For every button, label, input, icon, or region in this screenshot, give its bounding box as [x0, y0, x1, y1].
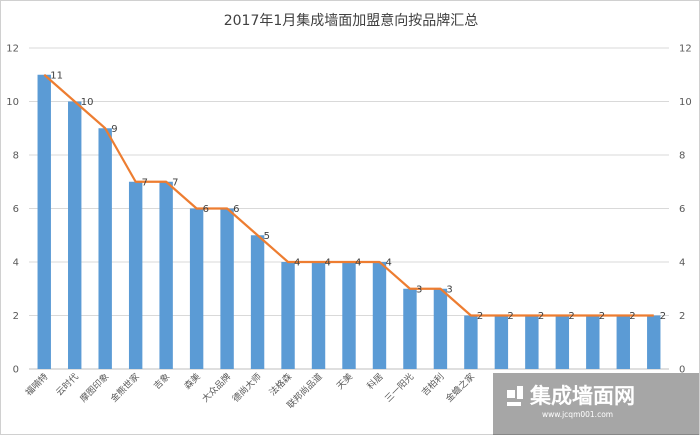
y-tick-label-left: 12 [6, 44, 19, 55]
data-label: 5 [264, 231, 270, 242]
data-label: 4 [385, 258, 391, 269]
data-label: 6 [203, 204, 209, 215]
y-tick-label-right: 8 [679, 151, 685, 162]
y-axis-right: 0 2 4 6 8 10 12 [679, 44, 692, 376]
watermark-brand: 集成墙面网 [529, 384, 635, 408]
y-tick-label-left: 8 [13, 151, 19, 162]
bar [616, 315, 630, 369]
x-category-label: 天美 [334, 371, 355, 392]
line-series [43, 73, 654, 317]
data-label: 2 [599, 311, 605, 322]
watermark: 集成墙面网 www.jcqm001.com [493, 373, 699, 435]
x-category-label: 法格森 [267, 371, 295, 399]
data-labels: 11 10 9 7 7 6 6 5 4 4 4 4 3 3 2 2 2 2 2 2 2 [50, 70, 666, 322]
bar [555, 315, 570, 369]
trend-line [43, 73, 654, 317]
y-tick-label-right: 6 [679, 204, 685, 215]
bar [220, 208, 234, 369]
bar [586, 315, 600, 369]
x-category-label: 福喃特 [23, 371, 51, 399]
y-axis-left: 0 2 4 6 8 10 12 [6, 44, 19, 376]
y-tick-label-left: 6 [13, 204, 19, 215]
y-tick-label-right: 4 [679, 258, 685, 269]
bar [159, 181, 173, 369]
bar [342, 262, 356, 369]
data-label: 4 [294, 258, 300, 269]
y-tick-label-left: 0 [13, 365, 19, 376]
data-label: 9 [111, 124, 117, 135]
y-tick-label-left: 4 [13, 258, 19, 269]
x-category-label: 三一阳光 [382, 371, 416, 405]
x-category-label: 吉柏利 [419, 371, 447, 399]
data-label: 3 [416, 284, 422, 295]
data-label: 2 [660, 311, 666, 322]
bar [464, 315, 478, 369]
y-tick-label-right: 12 [679, 44, 692, 55]
bar [68, 101, 82, 369]
y-tick-label-right: 0 [679, 365, 685, 376]
y-tick-label-left: 2 [13, 311, 19, 322]
x-category-label: 金蟾之家 [443, 371, 477, 405]
bar [98, 128, 112, 369]
watermark-backdrop [493, 373, 699, 435]
data-label: 4 [325, 258, 331, 269]
bar [433, 288, 448, 369]
bar [189, 208, 204, 369]
x-category-label: 吉象 [151, 371, 172, 392]
x-category-label: 德尚大师 [230, 371, 264, 405]
watermark-url: www.jcqm001.com [542, 410, 613, 419]
bar-series [37, 74, 661, 369]
y-tick-label-right: 2 [679, 311, 685, 322]
data-label: 7 [172, 177, 178, 188]
data-label: 7 [142, 177, 148, 188]
bar [494, 315, 509, 369]
data-label: 10 [81, 97, 94, 108]
bar [647, 315, 661, 369]
bar [311, 262, 326, 369]
chart-title: 2017年1月集成墙面加盟意向按品牌汇总 [224, 12, 479, 29]
bar [37, 74, 51, 369]
x-category-label: 云时代 [53, 371, 81, 399]
bar [525, 315, 539, 369]
data-label: 6 [233, 204, 239, 215]
y-tick-label-left: 10 [6, 97, 19, 108]
x-category-label: 森美 [182, 371, 203, 392]
bar [281, 262, 295, 369]
x-category-label: 金熊世家 [108, 371, 142, 405]
data-label: 2 [568, 311, 574, 322]
bar [128, 181, 143, 369]
y-tick-label-right: 10 [679, 97, 692, 108]
data-label: 2 [507, 311, 513, 322]
x-category-label: 摩图印象 [77, 371, 111, 405]
data-label: 3 [446, 284, 452, 295]
x-category-label: 大众品牌 [199, 371, 233, 405]
data-label: 2 [477, 311, 483, 322]
bar [403, 288, 417, 369]
data-label: 4 [355, 258, 361, 269]
bar [372, 262, 387, 369]
data-label: 11 [50, 70, 63, 81]
data-label: 2 [629, 311, 635, 322]
data-label: 2 [538, 311, 544, 322]
x-category-label: 科居 [364, 371, 385, 392]
logo-icon [507, 386, 523, 406]
bar [250, 235, 265, 369]
